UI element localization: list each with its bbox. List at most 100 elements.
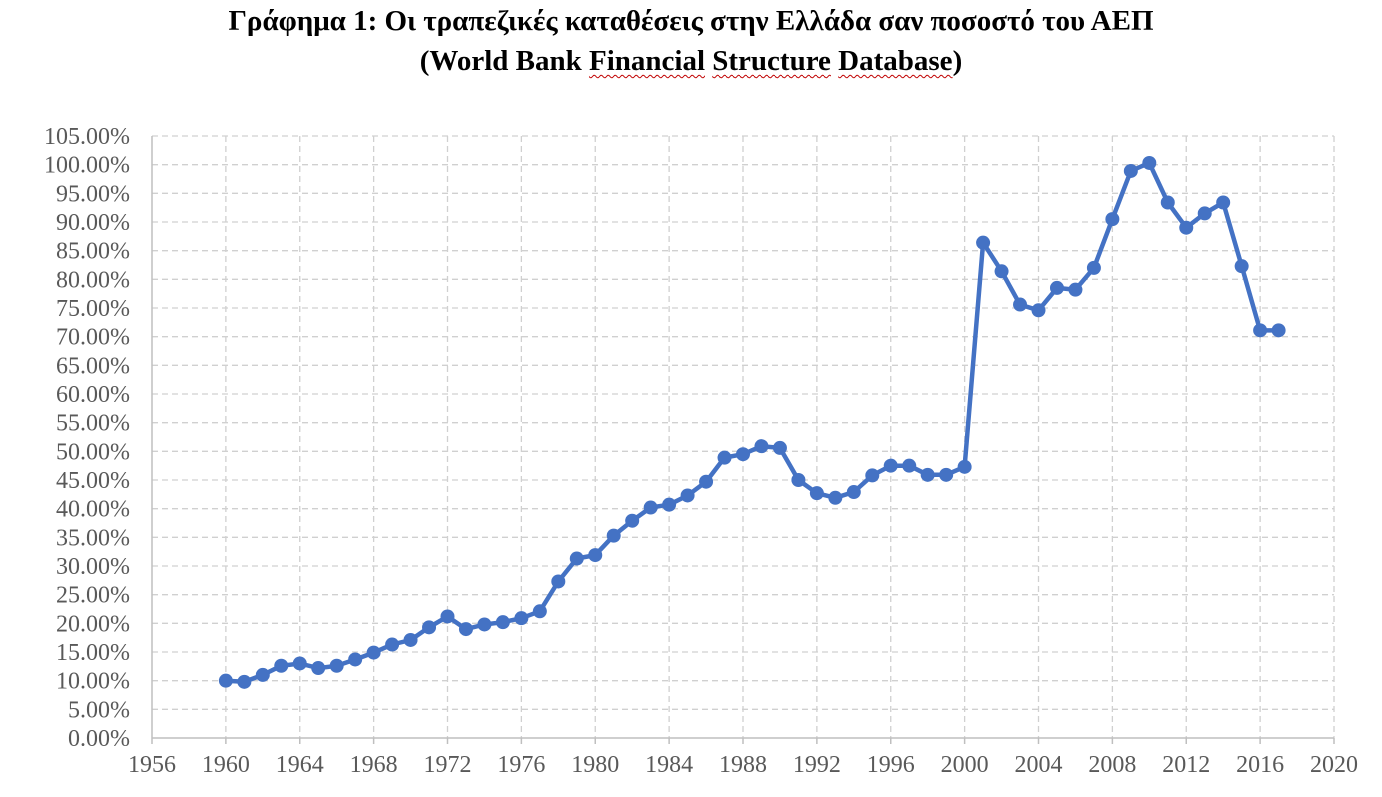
- data-point: [791, 473, 806, 487]
- y-tick-label: 65.00%: [56, 353, 130, 379]
- data-point: [1253, 323, 1268, 338]
- x-tick-label: 2000: [941, 752, 989, 778]
- data-point: [994, 264, 1009, 279]
- data-point: [865, 468, 880, 483]
- y-tick-label: 35.00%: [56, 525, 130, 551]
- data-point: [1142, 155, 1157, 170]
- data-point: [1234, 259, 1249, 274]
- data-point: [976, 235, 991, 250]
- data-point: [1031, 303, 1046, 318]
- data-point: [532, 604, 547, 619]
- x-tick-label: 1956: [128, 752, 176, 778]
- data-point: [237, 674, 252, 689]
- y-tick-label: 40.00%: [56, 497, 130, 523]
- data-point: [736, 447, 750, 462]
- x-tick-label: 1968: [350, 752, 398, 778]
- data-point: [1013, 297, 1028, 312]
- y-tick-label: 95.00%: [56, 181, 130, 207]
- data-point: [643, 500, 658, 515]
- data-point: [255, 667, 270, 682]
- data-point: [809, 486, 824, 501]
- data-point: [902, 458, 917, 473]
- x-tick-label: 1976: [497, 752, 545, 778]
- data-point: [458, 622, 473, 637]
- y-tick-label: 85.00%: [56, 239, 130, 265]
- data-point: [569, 551, 584, 566]
- x-tick-label: 1996: [867, 752, 915, 778]
- y-tick-label: 60.00%: [56, 382, 130, 408]
- x-tick-label: 1964: [276, 752, 324, 778]
- y-tick-label: 25.00%: [56, 583, 130, 609]
- chart-title: Γράφημα 1: Οι τραπεζικές καταθέσεις στην…: [228, 5, 1154, 37]
- data-point: [828, 490, 843, 505]
- y-tick-label: 70.00%: [56, 325, 130, 351]
- x-axis-tick-labels: 1956 1960 1964 1968 1972 1976 1980 1984 1988 1992…: [128, 752, 1358, 778]
- data-point: [495, 615, 510, 630]
- x-tick-label: 1984: [645, 752, 693, 778]
- data-point: [883, 458, 898, 473]
- data-point: [403, 632, 418, 647]
- data-point: [588, 548, 603, 563]
- chart-subtitle: (World Bank Financial Structure Database…: [419, 45, 963, 77]
- data-point: [329, 658, 344, 673]
- y-tick-label: 100.00%: [44, 153, 130, 179]
- y-tick-label: 30.00%: [56, 554, 130, 580]
- x-tick-label: 2004: [1015, 752, 1063, 778]
- data-point: [440, 609, 455, 624]
- data-point: [292, 656, 307, 671]
- y-tick-label: 0.00%: [68, 726, 130, 752]
- data-point: [662, 497, 677, 512]
- y-tick-label: 80.00%: [56, 267, 130, 293]
- data-point: [218, 673, 233, 688]
- data-point: [1123, 163, 1138, 178]
- y-tick-label: 15.00%: [56, 640, 130, 666]
- y-tick-label: 90.00%: [56, 210, 130, 236]
- data-point: [551, 574, 566, 589]
- x-tick-label: 2020: [1310, 752, 1358, 778]
- data-point: [1068, 282, 1083, 297]
- data-point: [477, 617, 492, 632]
- data-point: [772, 440, 787, 455]
- axes: [151, 136, 1335, 744]
- data-point: [311, 661, 326, 676]
- y-axis-tick-labels: 0.00% 5.00%10.00% 15.00% 20.00%25.00% 30.00%…: [44, 124, 130, 752]
- data-point: [385, 637, 400, 652]
- data-point: [846, 485, 861, 500]
- x-tick-label: 1960: [202, 752, 250, 778]
- data-point: [920, 467, 935, 482]
- data-point: [1049, 280, 1064, 295]
- x-tick-label: 2008: [1088, 752, 1136, 778]
- data-point: [606, 528, 621, 543]
- data-point: [717, 450, 732, 465]
- x-tick-label: 1972: [424, 752, 472, 778]
- data-point: [422, 620, 437, 635]
- x-tick-label: 2012: [1162, 752, 1210, 778]
- x-tick-label: 1980: [571, 752, 619, 778]
- y-tick-label: 45.00%: [56, 468, 130, 494]
- y-tick-label: 105.00%: [44, 124, 130, 150]
- x-tick-label: 2016: [1236, 752, 1284, 778]
- y-tick-label: 20.00%: [56, 611, 130, 637]
- data-point: [366, 645, 381, 660]
- data-point: [1086, 260, 1101, 275]
- data-point: [1179, 220, 1194, 235]
- data-point: [274, 658, 289, 673]
- data-point: [1271, 323, 1286, 338]
- y-tick-label: 50.00%: [56, 439, 130, 465]
- y-tick-label: 5.00%: [68, 697, 130, 723]
- data-point: [957, 459, 972, 474]
- series-deposits-gdp: [218, 155, 1286, 689]
- data-point: [699, 474, 714, 489]
- data-point: [1160, 195, 1175, 210]
- data-point: [348, 652, 363, 667]
- data-point: [1197, 206, 1212, 221]
- y-tick-label: 55.00%: [56, 411, 130, 437]
- series-line: [223, 160, 1281, 685]
- x-tick-label: 1992: [793, 752, 841, 778]
- x-tick-label: 1988: [719, 752, 767, 778]
- data-point: [754, 439, 769, 454]
- data-point: [1216, 195, 1231, 210]
- data-point: [1105, 212, 1120, 227]
- data-point: [939, 467, 954, 482]
